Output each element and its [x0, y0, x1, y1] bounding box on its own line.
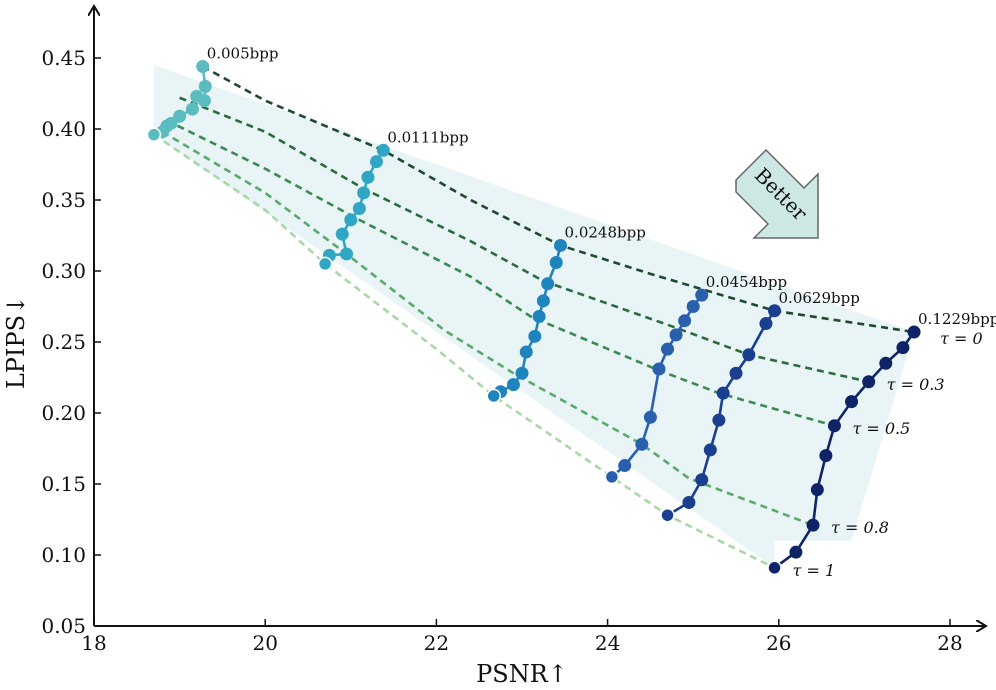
rate-label-5: 0.1229bpp	[918, 310, 996, 328]
x-tick-label: 24	[595, 631, 620, 655]
data-point	[678, 314, 692, 328]
rate-curve-1	[323, 149, 385, 265]
rate-curve-3	[611, 294, 703, 478]
data-point	[146, 127, 162, 142]
data-point	[340, 247, 354, 261]
y-tick-label: 0.45	[41, 46, 86, 70]
data-point	[819, 449, 833, 463]
rate-label-4: 0.0629bpp	[779, 289, 860, 307]
x-axis-label: PSNR↑	[476, 660, 568, 688]
rate-label-1: 0.0111bpp	[387, 128, 468, 146]
data-point	[862, 375, 876, 389]
data-point	[789, 545, 803, 559]
data-point	[907, 325, 921, 339]
rate-curve-4	[666, 310, 776, 517]
data-point	[827, 419, 841, 433]
x-tick-label: 18	[81, 631, 106, 655]
y-tick-label: 0.20	[41, 401, 86, 425]
data-point	[185, 102, 199, 116]
tau-label-0: τ = 0	[940, 329, 983, 348]
data-point	[682, 495, 696, 509]
data-point	[344, 213, 358, 227]
tau-label-4: τ = 1	[793, 561, 836, 580]
data-point	[532, 309, 546, 323]
data-point	[716, 386, 730, 400]
data-point	[528, 329, 542, 343]
tau-label-3: τ = 0.8	[831, 518, 889, 537]
tau-curve-3	[161, 130, 814, 527]
data-point	[742, 348, 756, 362]
y-axis-label: LPIPS↓	[2, 295, 30, 389]
tau-curve-2	[166, 119, 835, 428]
better-arrow: Better	[735, 148, 819, 239]
data-point	[369, 155, 383, 169]
data-point	[806, 518, 820, 532]
data-point	[317, 256, 333, 272]
data-point	[486, 388, 502, 404]
data-point	[643, 410, 657, 424]
data-point	[768, 304, 782, 318]
data-point	[519, 345, 533, 359]
data-point	[759, 317, 773, 331]
data-point	[810, 483, 824, 497]
tau-curve-4	[153, 133, 776, 569]
tau-curve-0	[202, 65, 915, 334]
data-point	[361, 170, 375, 184]
tau-label-2: τ = 0.5	[852, 419, 910, 438]
data-point	[357, 186, 371, 200]
data-point	[618, 459, 632, 473]
data-point	[660, 507, 675, 523]
data-point	[635, 437, 649, 451]
rate-label-3: 0.0454bpp	[706, 273, 787, 291]
data-point	[896, 341, 910, 355]
y-tick-label: 0.10	[41, 543, 86, 567]
x-tick-label: 20	[252, 631, 277, 655]
data-point	[554, 238, 568, 252]
data-point	[652, 362, 666, 376]
y-tick-label: 0.05	[41, 614, 86, 638]
data-point	[549, 255, 563, 269]
data-point	[173, 109, 187, 123]
data-point	[695, 473, 709, 487]
data-point	[335, 227, 349, 241]
data-point	[661, 342, 675, 356]
data-point	[352, 202, 366, 216]
y-tick-label: 0.35	[41, 188, 86, 212]
data-point	[703, 443, 717, 457]
y-tick-label: 0.25	[41, 330, 86, 354]
data-point	[767, 560, 782, 576]
data-point	[712, 413, 726, 427]
data-point	[686, 300, 700, 313]
data-point	[695, 288, 709, 302]
data-point	[845, 395, 859, 409]
data-point	[604, 469, 620, 485]
x-tick-label: 22	[424, 631, 449, 655]
data-point	[196, 60, 210, 74]
data-point	[669, 328, 683, 342]
rate-label-2: 0.0248bpp	[565, 223, 646, 241]
data-point	[190, 89, 204, 103]
y-tick-label: 0.30	[41, 259, 86, 283]
data-point	[515, 366, 529, 380]
data-point	[506, 378, 520, 392]
rate-label-0: 0.005bpp	[207, 45, 279, 63]
x-tick-label: 26	[766, 631, 791, 655]
data-point	[198, 79, 212, 93]
data-point	[541, 277, 555, 291]
tau-curve-1	[179, 96, 869, 384]
x-tick-label: 28	[937, 631, 962, 655]
data-point	[536, 294, 550, 308]
y-tick-label: 0.15	[41, 472, 86, 496]
better-arrow-shape	[735, 148, 819, 239]
y-tick-label: 0.40	[41, 117, 86, 141]
tau-label-1: τ = 0.3	[887, 375, 945, 394]
data-point	[879, 356, 893, 370]
data-point	[376, 143, 390, 157]
data-point	[729, 366, 743, 380]
